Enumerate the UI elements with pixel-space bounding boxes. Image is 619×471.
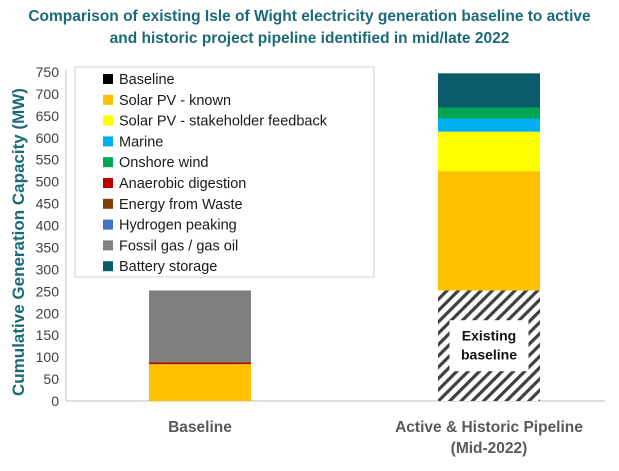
legend-entry: Fossil gas / gas oil <box>119 238 238 254</box>
legend-entry: Battery storage <box>119 259 217 275</box>
legend-swatch <box>103 261 113 272</box>
legend-entry: Anaerobic digestion <box>119 176 246 192</box>
bar-segment <box>438 118 540 132</box>
chart-title-line-2: and historic project pipeline identified… <box>109 30 510 47</box>
y-tick-label: 250 <box>36 283 60 299</box>
chart-annotations: Existing baseline <box>449 320 529 372</box>
bar-segment <box>149 364 251 401</box>
annotation-text: baseline <box>461 347 517 363</box>
legend-swatch <box>103 136 113 147</box>
y-axis-label: Cumulative Generation Capacity (MW) <box>9 88 28 396</box>
y-tick-label: 450 <box>36 196 60 212</box>
y-tick-label: 550 <box>36 152 60 168</box>
bar-segment <box>149 290 251 362</box>
y-tick-label: 150 <box>36 327 60 343</box>
y-tick-label: 100 <box>36 349 60 365</box>
y-tick-label: 750 <box>36 64 60 80</box>
bar-segment <box>438 171 540 291</box>
legend-swatch <box>103 157 113 168</box>
legend-entry: Solar PV - known <box>119 93 231 109</box>
y-tick-label: 650 <box>36 108 60 124</box>
annotation-text: Existing <box>462 328 516 344</box>
chart-title: Comparison of existing Isle of Wight ele… <box>0 6 619 50</box>
legend-entry: Onshore wind <box>119 155 208 171</box>
chart-title-line-1: Comparison of existing Isle of Wight ele… <box>28 8 591 25</box>
bar-segment <box>438 73 540 108</box>
y-tick-label: 350 <box>36 239 60 255</box>
legend-swatch <box>103 178 113 188</box>
y-tick-label: 700 <box>36 86 60 102</box>
x-tick-label: Baseline <box>168 419 232 436</box>
legend-swatch <box>103 115 113 126</box>
y-tick-label: 500 <box>36 174 60 190</box>
y-tick-label: 200 <box>36 305 60 321</box>
legend-swatch <box>103 198 113 209</box>
legend-swatch <box>103 219 113 230</box>
legend-entry: Baseline <box>119 72 175 88</box>
legend-box <box>74 66 375 278</box>
y-tick-labels: 0 50 100 150 200 250 300 350 400 450 500 550 600 650 7… <box>36 64 60 409</box>
y-tick-label: 400 <box>36 218 60 234</box>
y-tick-label: 300 <box>36 261 60 277</box>
x-tick-labels: Baseline Active & Historic Pipeline (Mid-2… <box>168 419 583 457</box>
bar-segment <box>149 362 251 365</box>
annotation-box <box>449 320 529 372</box>
x-tick-label: Active & Historic Pipeline <box>395 419 583 436</box>
bar-segment <box>438 131 540 172</box>
legend-swatch <box>103 240 113 251</box>
y-tick-label: 600 <box>36 130 60 146</box>
y-tick-label: 0 <box>51 393 59 409</box>
y-tick-label: 50 <box>43 371 59 387</box>
bar-segment <box>438 107 540 119</box>
legend: Baseline Solar PV - known Solar PV - stake… <box>74 66 375 278</box>
legend-entry: Hydrogen peaking <box>119 218 237 234</box>
bar-segment <box>149 361 251 363</box>
legend-swatch <box>103 94 113 105</box>
legend-entry: Solar PV - stakeholder feedback <box>119 114 328 130</box>
x-tick-label: (Mid-2022) <box>451 440 528 457</box>
legend-swatch <box>103 74 113 84</box>
legend-entry: Energy from Waste <box>119 197 243 213</box>
legend-entry: Marine <box>119 134 163 150</box>
